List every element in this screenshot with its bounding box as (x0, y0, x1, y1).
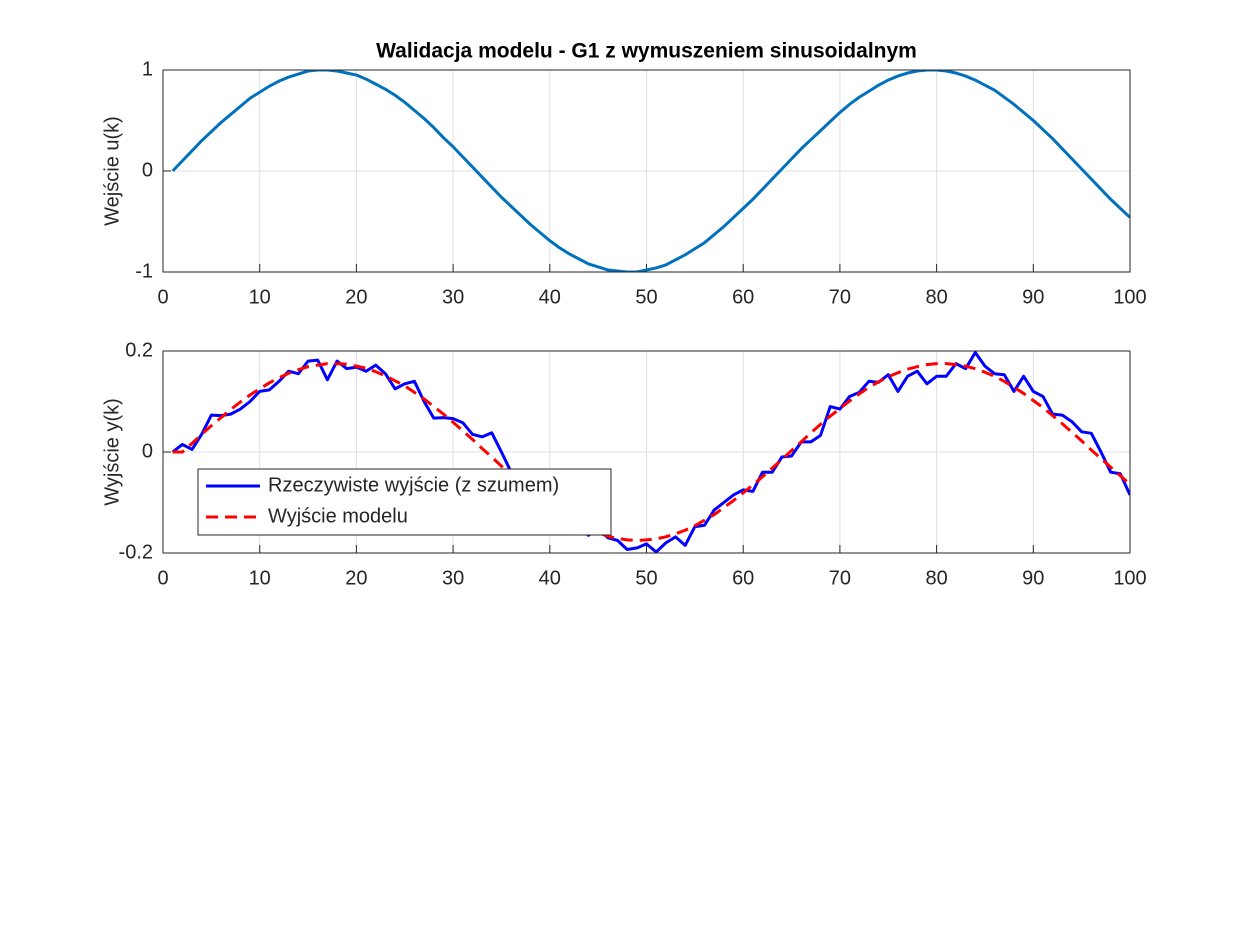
x-tick-label: 100 (1113, 286, 1146, 308)
axes-box (162, 350, 1131, 554)
y-tick-label: -0.2 (119, 541, 153, 563)
x-tick-label: 50 (635, 567, 657, 589)
y-tick-label: 0.2 (125, 339, 153, 361)
x-tick-label: 10 (249, 286, 271, 308)
x-tick-label: 90 (1022, 567, 1044, 589)
x-tick-label: 0 (157, 567, 168, 589)
legend-label: Rzeczywiste wyjście (z szumem) (268, 474, 559, 496)
x-tick-label: 90 (1022, 286, 1044, 308)
data-line (172, 362, 1130, 542)
y-tick-label: -1 (135, 260, 153, 282)
x-tick-label: 70 (829, 567, 851, 589)
axes-box (162, 69, 1131, 273)
x-tick-label: 20 (345, 567, 367, 589)
x-tick-label: 10 (249, 567, 271, 589)
x-tick-label: 80 (925, 286, 947, 308)
y-tick-label: 0 (142, 440, 153, 462)
x-tick-label: 80 (925, 567, 947, 589)
x-tick-label: 60 (732, 567, 754, 589)
legend-box (197, 468, 612, 536)
x-tick-label: 50 (635, 286, 657, 308)
x-tick-label: 40 (539, 567, 561, 589)
x-tick-label: 30 (442, 567, 464, 589)
y-tick-label: 0 (142, 159, 153, 181)
data-line (171, 70, 1130, 272)
y-axis-label: Wyjście y(k) (101, 398, 123, 506)
x-tick-label: 100 (1113, 567, 1146, 589)
x-tick-label: 0 (157, 286, 168, 308)
data-line (171, 351, 1130, 553)
x-tick-label: 30 (442, 286, 464, 308)
x-tick-label: 40 (539, 286, 561, 308)
y-tick-label: 1 (142, 58, 153, 80)
x-tick-label: 20 (345, 286, 367, 308)
x-tick-label: 70 (829, 286, 851, 308)
chart-title: Walidacja modelu - G1 z wymuszeniem sinu… (376, 40, 917, 63)
y-axis-label: Wejście u(k) (101, 116, 123, 226)
legend-label: Wyjście modelu (268, 505, 408, 527)
x-tick-label: 60 (732, 286, 754, 308)
